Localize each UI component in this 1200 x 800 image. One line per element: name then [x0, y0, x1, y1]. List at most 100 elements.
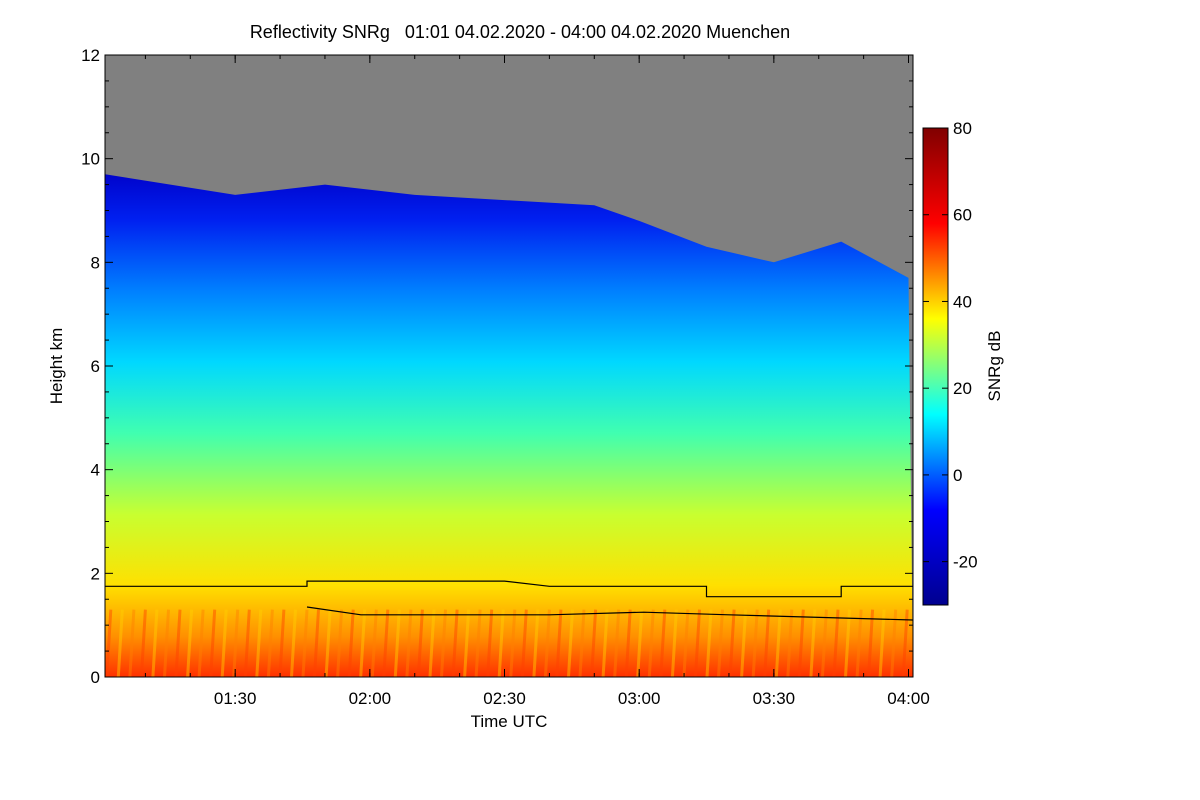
y-tick-label: 6 [91, 357, 100, 376]
x-tick-label: 04:00 [887, 689, 930, 708]
rain-streak [370, 609, 378, 677]
rain-streak [151, 609, 159, 677]
rain-streak [567, 609, 574, 677]
rain-streak [255, 609, 263, 677]
rain-streak [440, 609, 447, 677]
colorbar-tick-label: 80 [953, 119, 972, 138]
rain-streak [659, 609, 667, 677]
rain-streak [670, 609, 678, 677]
y-tick-label: 4 [91, 461, 100, 480]
rain-streak [624, 609, 632, 677]
rain-streak [601, 609, 609, 677]
y-axis-label: Height km [47, 328, 66, 405]
y-tick-label: 0 [91, 668, 100, 687]
rain-streak [820, 609, 828, 677]
x-tick-label: 03:00 [618, 689, 661, 708]
rain-streak [497, 609, 505, 677]
rain-streak [867, 609, 875, 677]
x-axis: 01:30 02:00 02:30 03:00 03:30 04:00 [144, 55, 930, 708]
rain-streak [290, 609, 297, 677]
rain-streak [197, 609, 205, 677]
rain-streak [301, 609, 309, 677]
rain-streak [243, 609, 251, 677]
rain-streak [647, 609, 655, 677]
rain-streak [278, 609, 286, 677]
colorbar-tick-label: 40 [953, 292, 972, 311]
rain-streak [232, 609, 240, 677]
colorbar-tick-label: 20 [953, 379, 972, 398]
rain-streak [128, 609, 136, 677]
colorbar-label: SNRg dB [985, 331, 1004, 402]
rain-streak [901, 609, 909, 677]
rain-streak [809, 609, 817, 677]
rain-streak [728, 609, 736, 677]
boundary-layer-lower-line [306, 606, 913, 621]
rain-streak [878, 609, 886, 677]
rain-streak [324, 609, 332, 677]
colorbar-tick-label: 0 [953, 466, 962, 485]
colorbar-ticks: -20 0 20 40 60 80 [923, 119, 978, 572]
rain-streak [705, 609, 713, 677]
rain-streak [763, 609, 771, 677]
x-axis-label: Time UTC [471, 712, 548, 731]
y-axis: 0 2 4 6 8 10 12 [81, 46, 913, 687]
rain-streak [139, 609, 147, 677]
rain-streak [347, 609, 355, 677]
plot-area [105, 55, 913, 677]
chart-title: Reflectivity SNRg 01:01 04.02.2020 - 04:… [249, 22, 791, 42]
rain-streak [694, 609, 701, 677]
rain-streak [486, 609, 494, 677]
rain-streak [451, 609, 459, 677]
rain-streak [428, 609, 436, 677]
rain-streak [751, 609, 759, 677]
rain-streak [532, 609, 540, 677]
snr-field [105, 174, 913, 677]
rain-streak [105, 609, 113, 677]
rain-streak [416, 609, 424, 677]
y-tick-label: 10 [81, 150, 100, 169]
rain-streak [543, 609, 551, 677]
y-tick-label: 2 [91, 564, 100, 583]
rain-streak [636, 609, 644, 677]
rain-streak [116, 609, 124, 677]
rain-streak [786, 609, 794, 677]
x-tick-label: 02:00 [349, 689, 392, 708]
rain-streak [336, 609, 344, 677]
rain-streak [359, 609, 367, 677]
rain-streak [855, 609, 863, 677]
x-tick-label: 01:30 [214, 689, 257, 708]
y-tick-label: 12 [81, 46, 100, 65]
colorbar-tick-label: -20 [953, 553, 978, 572]
rain-streak [797, 609, 805, 677]
x-tick-label: 03:30 [753, 689, 796, 708]
rain-streak [717, 609, 724, 677]
rain-streak [509, 609, 517, 677]
boundary-layer-upper-line [105, 580, 913, 598]
rain-streak [266, 609, 274, 677]
colorbar-tick-label: 60 [953, 206, 972, 225]
rain-streak [174, 609, 182, 677]
rain-streak [313, 609, 320, 677]
rain-streak [520, 609, 528, 677]
rain-streak [382, 609, 390, 677]
rain-streak [774, 609, 782, 677]
rain-streak [844, 609, 851, 677]
rain-streak [613, 609, 621, 677]
rain-streaks [105, 609, 909, 677]
rain-streak [209, 609, 217, 677]
rain-streak [163, 609, 170, 677]
rain-streak [590, 609, 598, 677]
rain-streak [578, 609, 586, 677]
rain-streak [474, 609, 482, 677]
x-tick-label: 02:30 [483, 689, 526, 708]
rain-streak [890, 609, 898, 677]
rain-streak [220, 609, 228, 677]
rain-streak [393, 609, 401, 677]
rain-streak [405, 609, 413, 677]
rain-streak [555, 609, 563, 677]
rain-streak [740, 609, 748, 677]
rain-streak [682, 609, 690, 677]
rain-streak [832, 609, 840, 677]
y-tick-label: 8 [91, 253, 100, 272]
colorbar [922, 127, 949, 606]
